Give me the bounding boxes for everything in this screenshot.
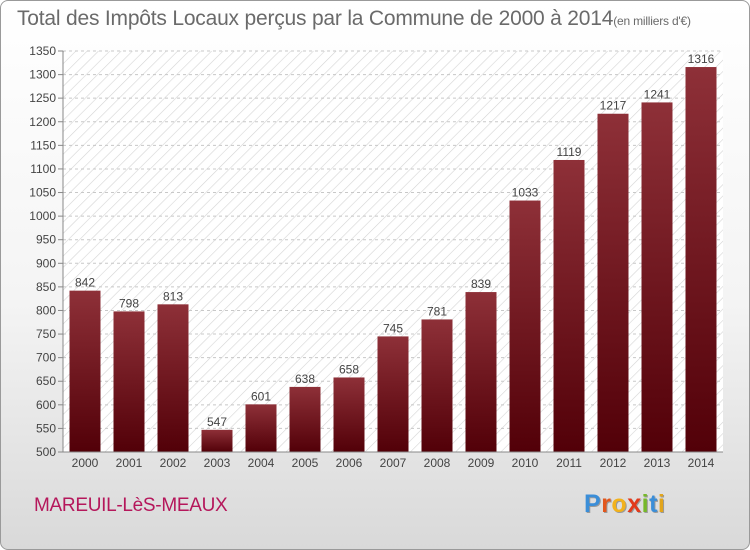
data-label: 1119 xyxy=(557,145,582,159)
bar xyxy=(157,304,189,452)
data-label: 798 xyxy=(119,296,139,310)
chart-title: Total des Impôts Locaux perçus par la Co… xyxy=(17,7,691,31)
data-label: 842 xyxy=(75,276,95,290)
x-tick-label: 2006 xyxy=(336,456,363,470)
y-tick-label: 1300 xyxy=(29,68,56,82)
logo-letter: x xyxy=(627,490,642,518)
y-tick-label: 850 xyxy=(36,280,56,294)
logo-letter: i xyxy=(641,490,650,518)
y-tick-label: 550 xyxy=(36,421,56,435)
bar xyxy=(597,113,629,453)
data-label: 781 xyxy=(427,304,447,318)
bar xyxy=(245,404,277,452)
bar xyxy=(69,290,101,452)
chart-title-main: Total des Impôts Locaux perçus par la Co… xyxy=(17,7,614,30)
bar xyxy=(289,386,321,452)
logo-letter: P xyxy=(584,490,602,518)
x-tick-label: 2010 xyxy=(512,456,539,470)
data-label: 1217 xyxy=(600,99,627,113)
data-label: 1241 xyxy=(644,87,671,101)
data-label: 658 xyxy=(339,362,359,376)
bar xyxy=(113,311,145,452)
data-label: 839 xyxy=(471,277,491,291)
data-label: 547 xyxy=(207,415,227,429)
bar xyxy=(685,67,717,452)
y-tick-label: 1200 xyxy=(29,115,56,129)
commune-name: MAREUIL-LèS-MEAUX xyxy=(34,495,228,516)
y-tick-label: 1100 xyxy=(30,162,56,176)
bar xyxy=(641,102,673,452)
proxiti-logo: Proxiti xyxy=(584,490,665,519)
x-tick-label: 2003 xyxy=(204,456,231,470)
x-tick-label: 2012 xyxy=(600,456,627,470)
bar xyxy=(201,429,233,452)
x-tick-label: 2001 xyxy=(116,456,143,470)
data-label: 745 xyxy=(383,321,403,335)
y-tick-label: 650 xyxy=(36,374,56,388)
y-tick-label: 900 xyxy=(36,256,56,270)
x-tick-label: 2008 xyxy=(424,456,451,470)
bar xyxy=(553,159,585,452)
data-label: 1316 xyxy=(688,52,715,66)
logo-letter: t xyxy=(649,490,658,518)
y-tick-label: 500 xyxy=(36,445,56,459)
bar xyxy=(465,292,497,452)
x-tick-label: 2014 xyxy=(688,456,715,470)
y-tick-label: 1050 xyxy=(29,186,56,200)
x-tick-label: 2002 xyxy=(160,456,187,470)
bar xyxy=(333,377,365,452)
y-tick-label: 950 xyxy=(36,233,56,247)
data-label: 638 xyxy=(295,372,315,386)
y-tick-label: 1150 xyxy=(30,138,56,152)
y-tick-label: 1350 xyxy=(29,44,56,58)
chart-title-unit: (en milliers d'€) xyxy=(613,14,691,28)
x-tick-label: 2004 xyxy=(248,456,275,470)
y-tick-label: 600 xyxy=(36,398,56,412)
y-tick-label: 1000 xyxy=(29,209,56,223)
x-tick-label: 2011 xyxy=(556,456,582,470)
data-label: 1033 xyxy=(512,186,539,200)
bar xyxy=(421,319,453,452)
y-tick-label: 700 xyxy=(36,351,56,365)
data-label: 813 xyxy=(163,289,183,303)
x-tick-label: 2009 xyxy=(468,456,495,470)
data-label: 601 xyxy=(251,389,271,403)
y-tick-label: 800 xyxy=(36,303,56,317)
x-tick-label: 2013 xyxy=(644,456,671,470)
bar xyxy=(377,336,409,452)
bar xyxy=(509,200,541,452)
logo-letter: i xyxy=(657,490,666,518)
y-tick-label: 750 xyxy=(36,327,56,341)
x-tick-label: 2005 xyxy=(292,456,319,470)
logo-letter: o xyxy=(611,490,628,518)
logo-letter: r xyxy=(601,490,612,518)
x-tick-label: 2007 xyxy=(380,456,407,470)
y-tick-label: 1250 xyxy=(29,91,56,105)
x-tick-label: 2000 xyxy=(72,456,99,470)
